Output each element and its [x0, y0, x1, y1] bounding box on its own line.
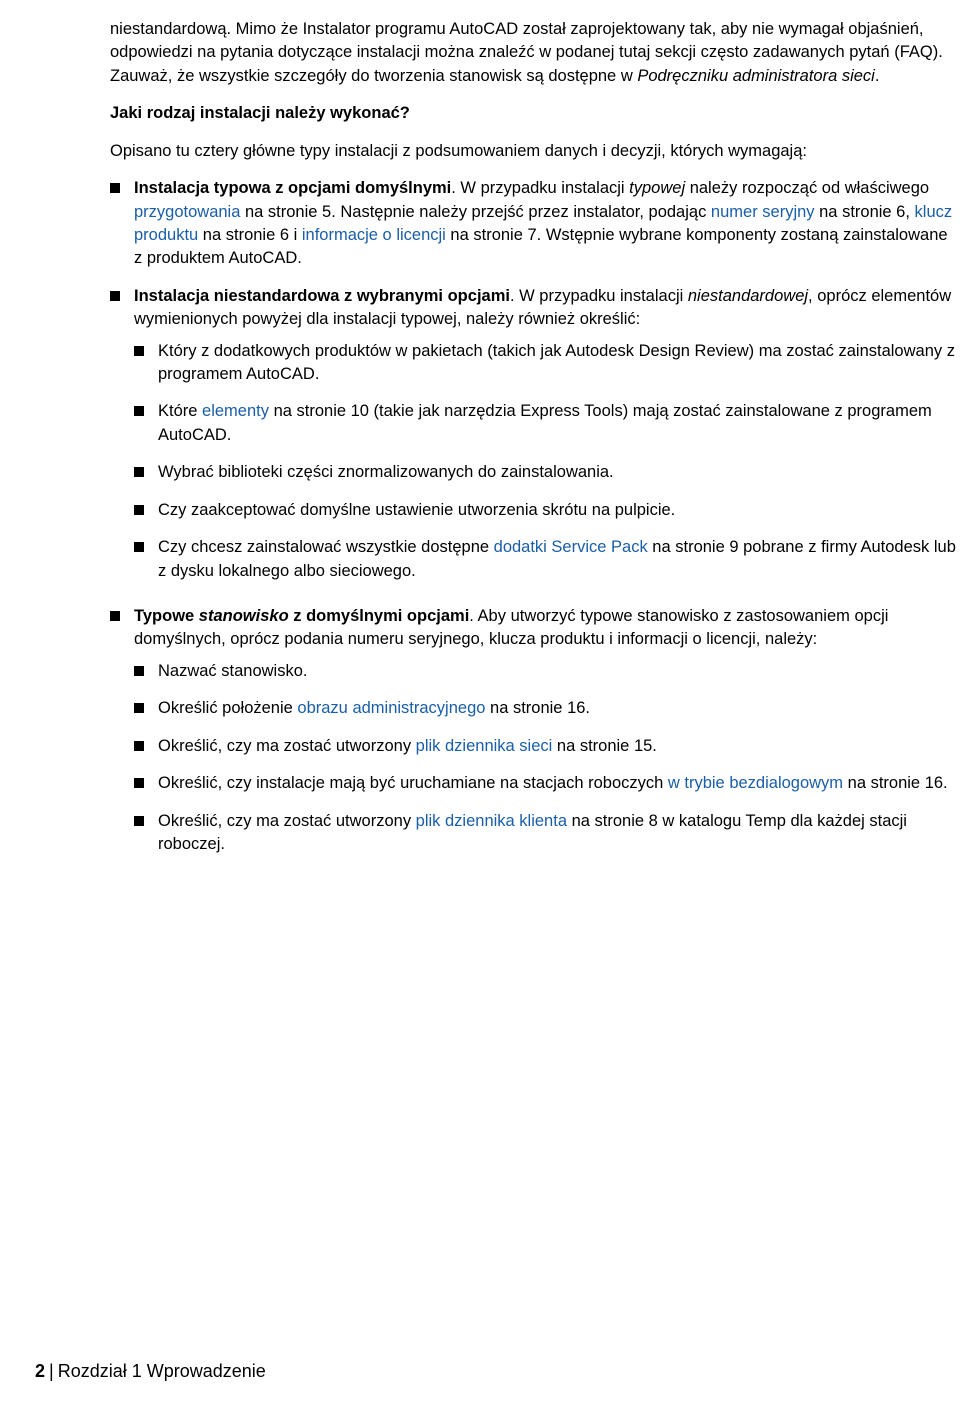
b3-sub-2: Określić, czy ma zostać utworzony plik d…	[134, 735, 960, 758]
b3-lead-b: z domyślnymi opcjami	[289, 607, 470, 625]
link-dziennik-sieci[interactable]: plik dziennika sieci	[416, 737, 553, 755]
b2-sub-1-pre: Które	[158, 402, 202, 420]
bullet-typowe-stanowisko: Typowe stanowisko z domyślnymi opcjami. …	[110, 605, 960, 856]
link-numer-seryjny[interactable]: numer seryjny	[711, 203, 815, 221]
b3-sub-0-text: Nazwać stanowisko.	[158, 662, 307, 680]
intro-italic: Podręczniku administratora sieci	[637, 67, 875, 85]
b3-lead-it: stanowisko	[199, 607, 289, 625]
link-dziennik-klienta[interactable]: plik dziennika klienta	[416, 812, 567, 830]
b3-lead-a: Typowe	[134, 607, 199, 625]
link-przygotowania[interactable]: przygotowania	[134, 203, 240, 221]
b2-sub-2-text: Wybrać biblioteki części znormalizowanyc…	[158, 463, 614, 481]
b2-sub-1: Które elementy na stronie 10 (takie jak …	[134, 400, 960, 447]
b1-t2: należy rozpocząć od właściwego	[685, 179, 929, 197]
b3-sub-1-pre: Określić położenie	[158, 699, 297, 717]
intro-paragraph: niestandardową. Mimo że Instalator progr…	[110, 18, 960, 88]
b2-sublist: Który z dodatkowych produktów w pakietac…	[134, 340, 960, 583]
link-service-pack[interactable]: dodatki Service Pack	[494, 538, 648, 556]
b2-sub-0: Który z dodatkowych produktów w pakietac…	[134, 340, 960, 387]
b3-sub-3-post: na stronie 16.	[843, 774, 948, 792]
link-informacje-o-licencji[interactable]: informacje o licencji	[302, 226, 446, 244]
top-bullet-list: Instalacja typowa z opcjami domyślnymi. …	[110, 177, 960, 856]
b2-sub-3-text: Czy zaakceptować domyślne ustawienie utw…	[158, 501, 675, 519]
b2-lead: Instalacja niestandardowa z wybranymi op…	[134, 287, 510, 305]
intro-p2: Opisano tu cztery główne typy instalacji…	[110, 140, 960, 163]
b3-sub-1-post: na stronie 16.	[485, 699, 590, 717]
intro-text-b: .	[875, 67, 880, 85]
b1-it1: typowej	[629, 179, 685, 197]
b2-sub-3: Czy zaakceptować domyślne ustawienie utw…	[134, 499, 960, 522]
bullet-typowa: Instalacja typowa z opcjami domyślnymi. …	[110, 177, 960, 271]
b2-sub-2: Wybrać biblioteki części znormalizowanyc…	[134, 461, 960, 484]
b2-sub-4-pre: Czy chcesz zainstalować wszystkie dostęp…	[158, 538, 494, 556]
document-page: niestandardową. Mimo że Instalator progr…	[0, 0, 960, 1413]
chapter-label: Rozdział 1 Wprowadzenie	[58, 1361, 266, 1381]
b3-sub-3-pre: Określić, czy instalacje mają być urucha…	[158, 774, 668, 792]
b2-sub-1-post: na stronie 10 (takie jak narzędzia Expre…	[158, 402, 932, 443]
b1-t5: na stronie 6 i	[198, 226, 302, 244]
b2-sub-4: Czy chcesz zainstalować wszystkie dostęp…	[134, 536, 960, 583]
b3-sub-4: Określić, czy ma zostać utworzony plik d…	[134, 810, 960, 857]
b3-sublist: Nazwać stanowisko. Określić położenie ob…	[134, 660, 960, 857]
b3-sub-1: Określić położenie obrazu administracyjn…	[134, 697, 960, 720]
link-tryb-bezdialogowy[interactable]: w trybie bezdialogowym	[668, 774, 843, 792]
b3-sub-0: Nazwać stanowisko.	[134, 660, 960, 683]
page-number: 2	[35, 1361, 45, 1381]
b1-t3: na stronie 5. Następnie należy przejść p…	[240, 203, 711, 221]
b3-sub-4-pre: Określić, czy ma zostać utworzony	[158, 812, 416, 830]
bullet-niestandardowa: Instalacja niestandardowa z wybranymi op…	[110, 285, 960, 583]
link-obraz-admin[interactable]: obrazu administracyjnego	[297, 699, 485, 717]
link-elementy[interactable]: elementy	[202, 402, 269, 420]
page-footer: 2|Rozdział 1 Wprowadzenie	[35, 1359, 266, 1385]
b2-it1: niestandardowej	[688, 287, 808, 305]
b1-lead: Instalacja typowa z opcjami domyślnymi	[134, 179, 451, 197]
b3-sub-2-pre: Określić, czy ma zostać utworzony	[158, 737, 416, 755]
b2-sub-0-text: Który z dodatkowych produktów w pakietac…	[158, 342, 955, 383]
question-heading: Jaki rodzaj instalacji należy wykonać?	[110, 102, 960, 125]
b1-t4: na stronie 6,	[815, 203, 915, 221]
b3-sub-3: Określić, czy instalacje mają być urucha…	[134, 772, 960, 795]
b1-t1: . W przypadku instalacji	[451, 179, 629, 197]
footer-sep: |	[49, 1361, 54, 1381]
b3-sub-2-post: na stronie 15.	[552, 737, 657, 755]
b2-t1: . W przypadku instalacji	[510, 287, 688, 305]
